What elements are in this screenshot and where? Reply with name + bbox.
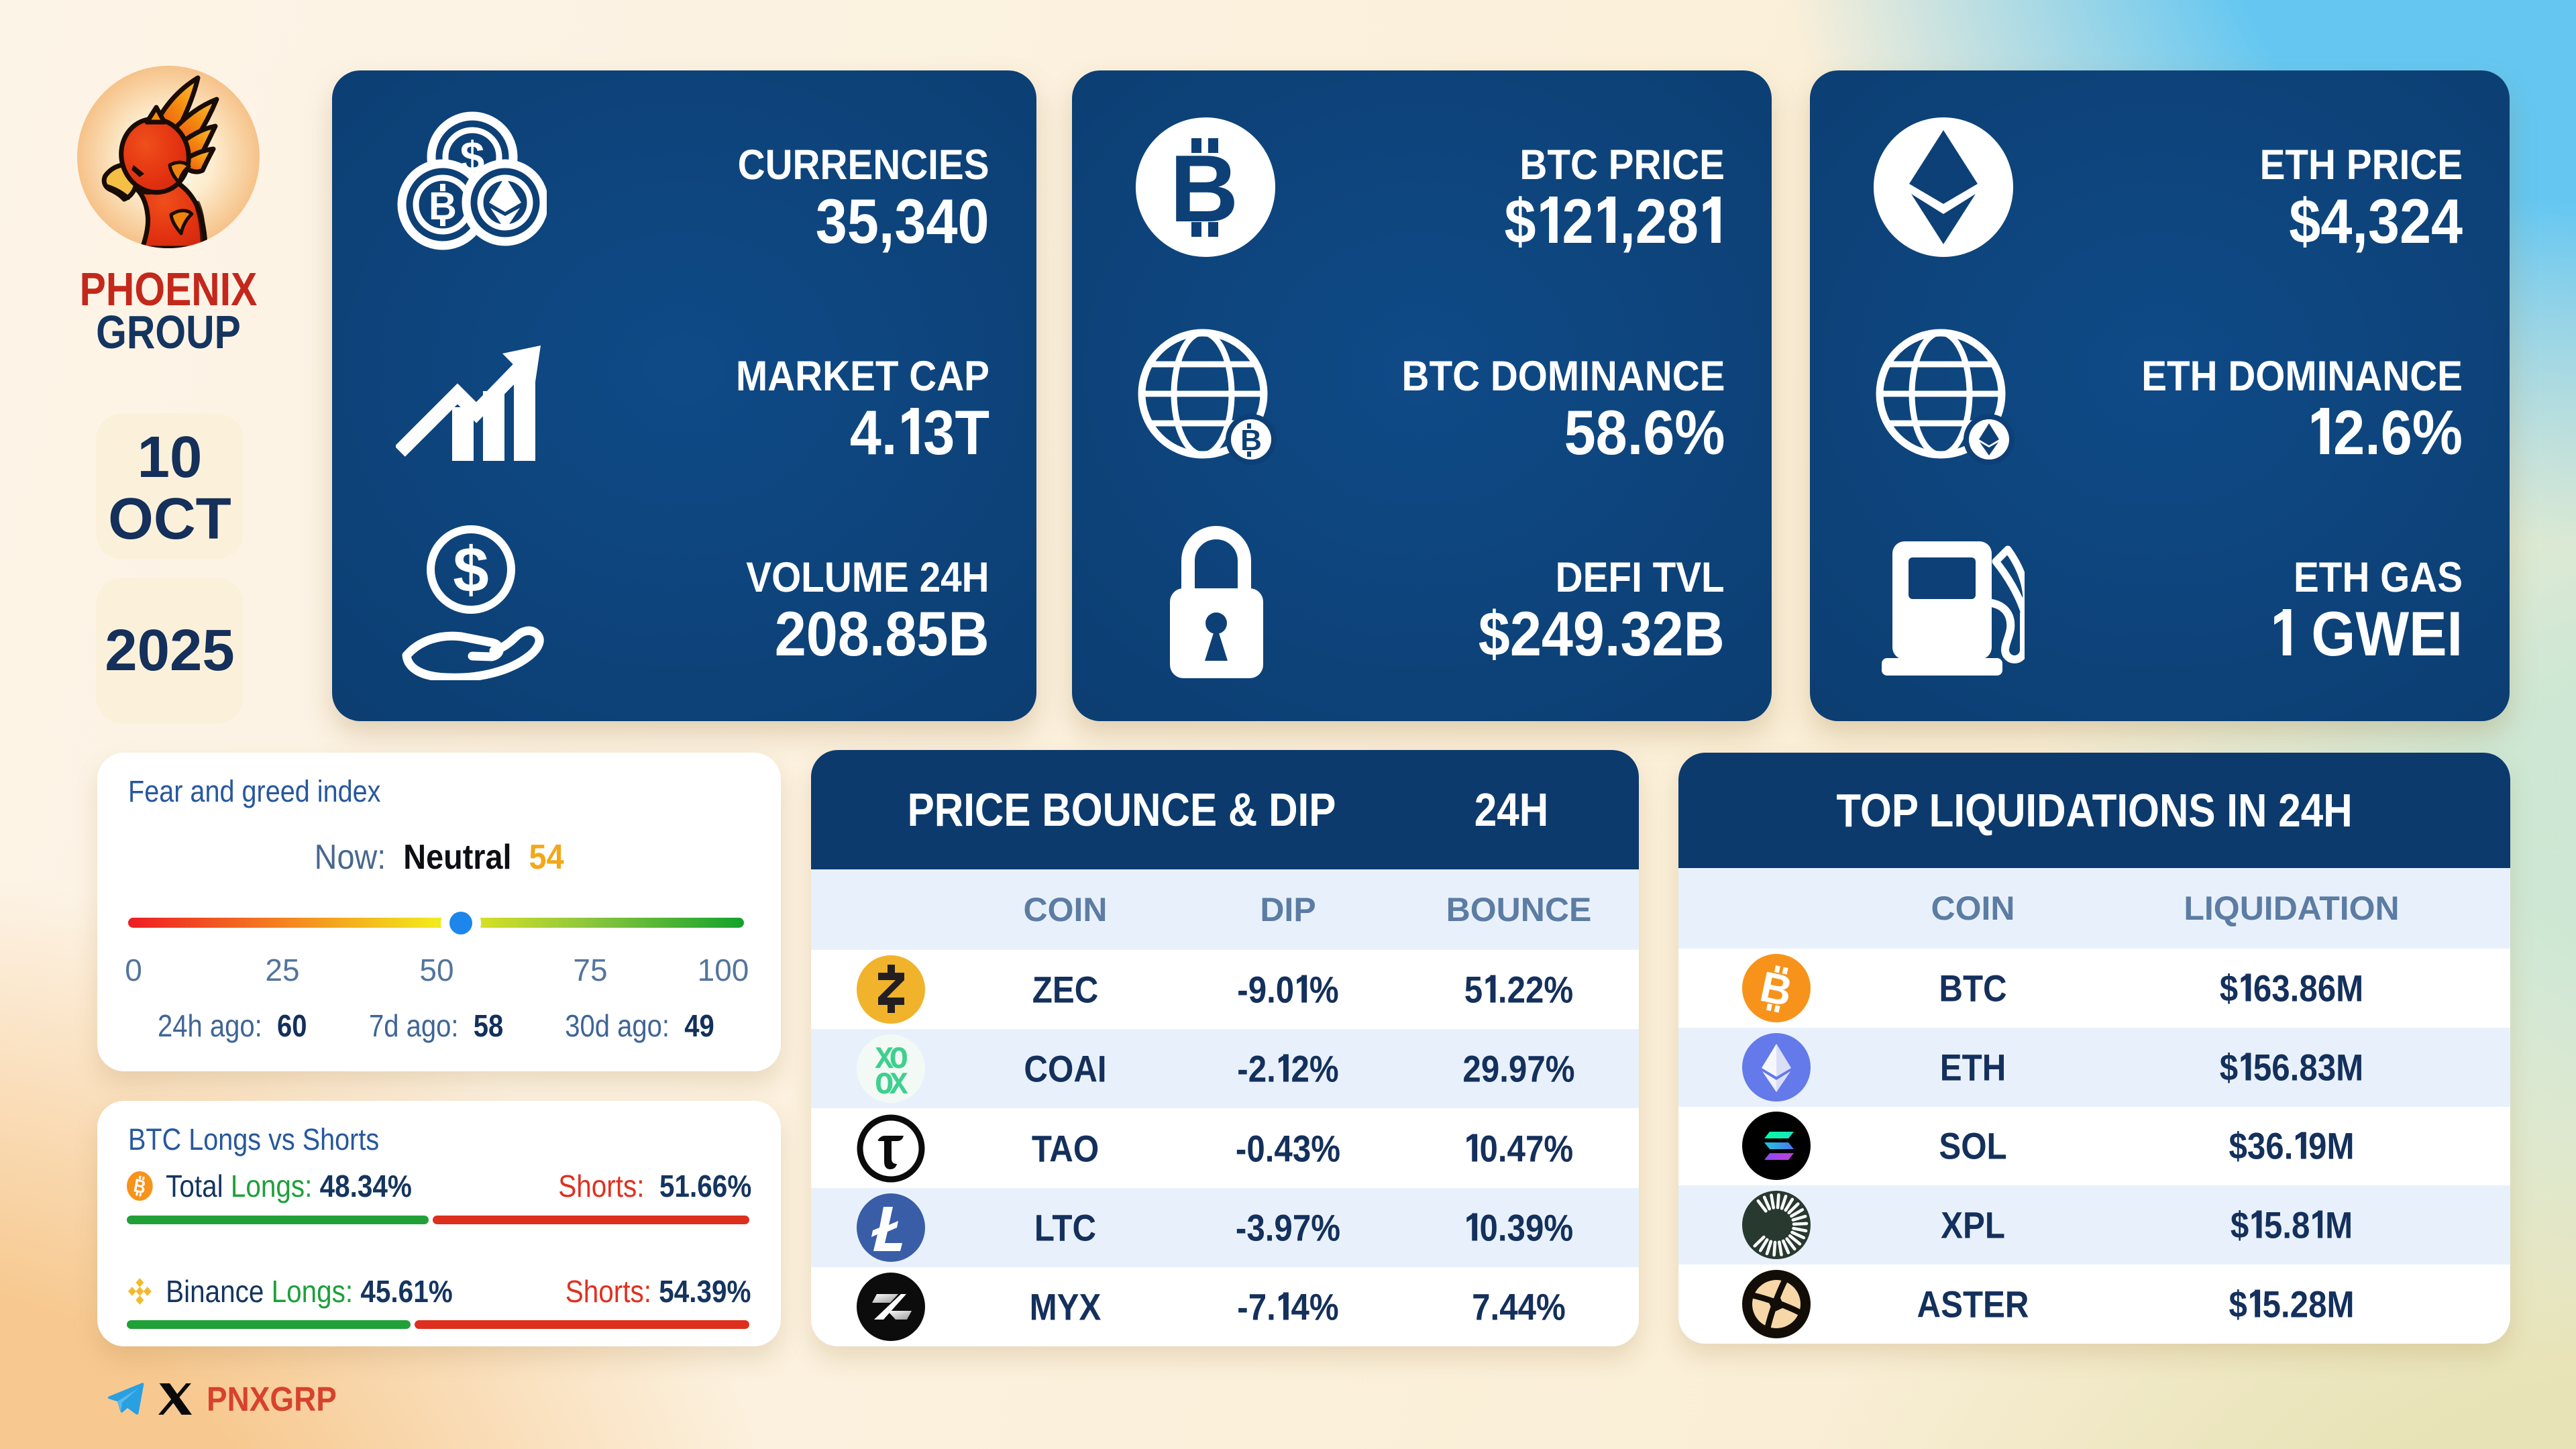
svg-text:OX: OX	[875, 1068, 908, 1103]
svg-text:B: B	[1170, 136, 1239, 242]
svg-text:$: $	[453, 534, 488, 606]
svg-text:B: B	[132, 1175, 148, 1198]
svg-text:B: B	[1240, 424, 1262, 457]
